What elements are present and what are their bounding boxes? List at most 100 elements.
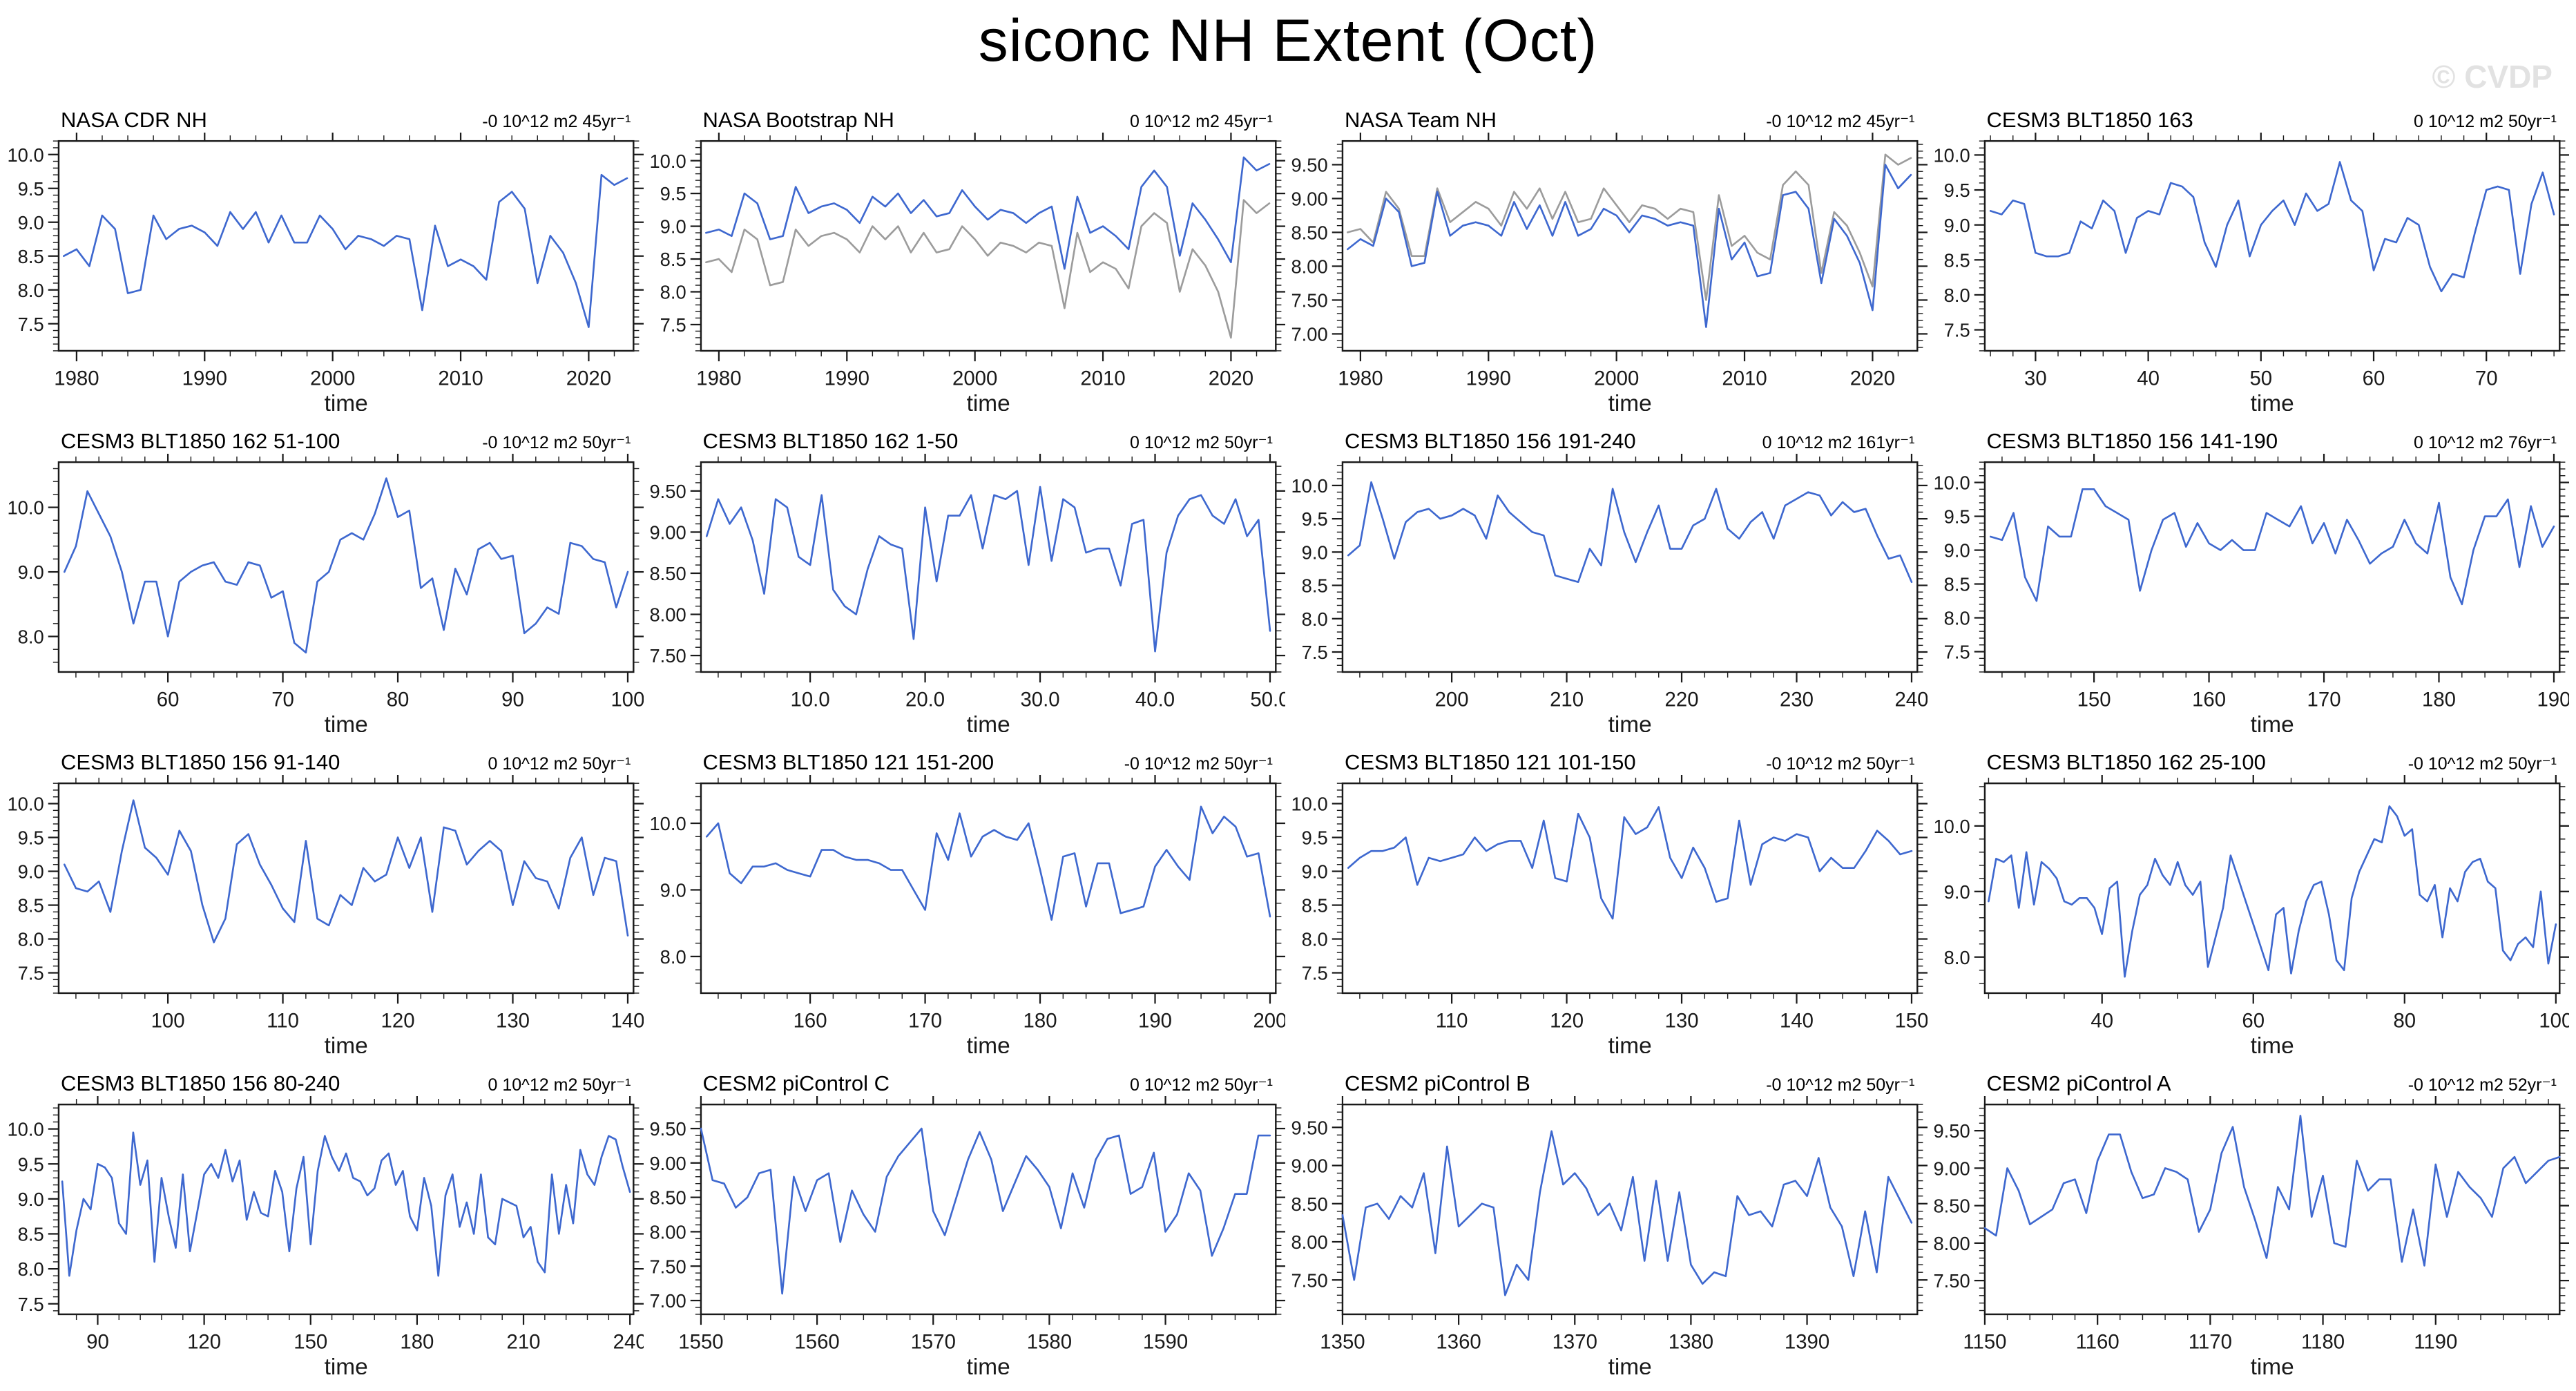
svg-text:8.5: 8.5 (660, 249, 686, 270)
svg-text:8.50: 8.50 (649, 1187, 686, 1209)
svg-text:9.50: 9.50 (1933, 1120, 1970, 1142)
svg-text:100: 100 (2539, 1010, 2569, 1033)
svg-text:2010: 2010 (438, 367, 483, 390)
svg-text:20.0: 20.0 (905, 689, 944, 711)
svg-text:7.5: 7.5 (1943, 320, 1970, 341)
svg-text:time: time (1608, 712, 1652, 732)
svg-text:9.5: 9.5 (18, 1153, 44, 1175)
svg-text:170: 170 (2307, 689, 2340, 711)
panel-trend-label: 0 10^12 m2 161yr⁻¹ (1762, 433, 1915, 452)
panel-trend-label: 0 10^12 m2 50yr⁻¹ (488, 754, 631, 774)
svg-text:time: time (966, 1033, 1010, 1053)
svg-text:8.0: 8.0 (1302, 929, 1328, 950)
svg-text:time: time (1608, 1354, 1652, 1374)
svg-text:180: 180 (1023, 1010, 1057, 1033)
svg-text:190: 190 (1138, 1010, 1172, 1033)
svg-text:230: 230 (1780, 689, 1814, 711)
panel-header: CESM2 piControl B -0 10^12 m2 50yr⁻¹ (1291, 1067, 1928, 1096)
svg-text:9.0: 9.0 (18, 212, 44, 233)
svg-text:50.0: 50.0 (1250, 689, 1285, 711)
svg-text:9.00: 9.00 (1933, 1158, 1970, 1179)
panel-plot: 60 70 80 90 100 8.0 9.0 10.0 time (7, 454, 644, 732)
svg-text:140: 140 (1780, 1010, 1814, 1033)
panel-header: CESM3 BLT1850 162 51-100 -0 10^12 m2 50y… (7, 425, 644, 454)
panel-trend-label: -0 10^12 m2 50yr⁻¹ (1766, 1075, 1915, 1095)
svg-text:9.5: 9.5 (1302, 508, 1328, 530)
svg-text:8.50: 8.50 (1933, 1196, 1970, 1217)
panel-plot: 150 160 170 180 190 7.5 8.0 8.5 9.0 9.5 10.0 time (1933, 454, 2569, 732)
svg-text:1990: 1990 (182, 367, 227, 390)
panel-trend-label: 0 10^12 m2 76yr⁻¹ (2414, 433, 2557, 452)
panel-title: CESM3 BLT1850 121 101-150 (1345, 750, 1636, 774)
svg-text:120: 120 (381, 1010, 415, 1033)
chart-panel-11: CESM3 BLT1850 121 101-150 -0 10^12 m2 50… (1288, 745, 1930, 1066)
svg-text:7.00: 7.00 (649, 1290, 686, 1312)
svg-text:7.50: 7.50 (1291, 1269, 1327, 1291)
svg-text:2020: 2020 (1850, 367, 1895, 390)
panel-header: CESM3 BLT1850 156 191-240 0 10^12 m2 161… (1291, 425, 1928, 454)
svg-text:7.00: 7.00 (1291, 324, 1327, 345)
page-header: siconc NH Extent (Oct) © CVDP (0, 0, 2576, 102)
svg-text:9.5: 9.5 (1943, 180, 1970, 201)
svg-text:210: 210 (1550, 689, 1584, 711)
svg-text:160: 160 (793, 1010, 827, 1033)
svg-text:time: time (325, 1033, 368, 1053)
panel-title: NASA Bootstrap NH (702, 108, 894, 132)
svg-text:9.0: 9.0 (18, 861, 44, 883)
svg-text:8.0: 8.0 (660, 946, 686, 968)
panel-title: CESM3 BLT1850 163 (1986, 108, 2193, 132)
svg-text:40: 40 (2090, 1010, 2113, 1033)
panel-title: CESM3 BLT1850 162 25-100 (1986, 750, 2266, 774)
svg-text:150: 150 (1894, 1010, 1927, 1033)
svg-text:1550: 1550 (678, 1331, 723, 1354)
svg-text:8.0: 8.0 (1943, 608, 1970, 629)
panel-header: CESM3 BLT1850 163 0 10^12 m2 50yr⁻¹ (1933, 104, 2570, 133)
panel-plot: 110 120 130 140 150 7.5 8.0 8.5 9.0 9.5 10.0 time (1291, 775, 1928, 1053)
panel-header: CESM2 piControl C 0 10^12 m2 50yr⁻¹ (649, 1067, 1286, 1096)
panel-trend-label: -0 10^12 m2 50yr⁻¹ (482, 433, 631, 452)
svg-text:8.5: 8.5 (1302, 575, 1328, 597)
panel-header: CESM3 BLT1850 156 141-190 0 10^12 m2 76y… (1933, 425, 2570, 454)
svg-text:7.5: 7.5 (660, 314, 686, 336)
panel-trend-label: 0 10^12 m2 50yr⁻¹ (2414, 112, 2557, 131)
svg-text:50: 50 (2249, 367, 2272, 390)
svg-text:30: 30 (2024, 367, 2047, 390)
chart-panel-15: CESM2 piControl B -0 10^12 m2 50yr⁻¹ 135… (1288, 1066, 1930, 1387)
svg-text:7.5: 7.5 (1302, 963, 1328, 984)
svg-text:70: 70 (271, 689, 294, 711)
svg-text:40.0: 40.0 (1135, 689, 1174, 711)
chart-panel-6: CESM3 BLT1850 162 1-50 0 10^12 m2 50yr⁻¹… (646, 423, 1289, 745)
svg-text:90: 90 (501, 689, 524, 711)
svg-text:2000: 2000 (310, 367, 355, 390)
svg-text:1570: 1570 (910, 1331, 955, 1354)
svg-text:100: 100 (611, 689, 643, 711)
svg-text:210: 210 (507, 1331, 541, 1354)
svg-text:time: time (325, 391, 368, 411)
svg-text:7.50: 7.50 (1933, 1270, 1970, 1292)
svg-text:time: time (966, 712, 1010, 732)
panel-header: CESM3 BLT1850 156 80-240 0 10^12 m2 50yr… (7, 1067, 644, 1096)
panel-trend-label: -0 10^12 m2 50yr⁻¹ (1766, 754, 1915, 774)
chart-panel-8: CESM3 BLT1850 156 141-190 0 10^12 m2 76y… (1930, 423, 2573, 745)
svg-text:9.0: 9.0 (1943, 881, 1970, 903)
panel-title: CESM2 piControl B (1345, 1071, 1530, 1095)
svg-text:1980: 1980 (54, 367, 99, 390)
svg-text:time: time (1608, 1033, 1652, 1053)
panel-plot: 1350 1360 1370 1380 1390 7.50 8.00 8.50 9.00 9.50… (1291, 1096, 1928, 1374)
svg-text:170: 170 (908, 1010, 942, 1033)
svg-text:9.00: 9.00 (649, 522, 686, 544)
svg-text:2020: 2020 (566, 367, 611, 390)
svg-text:240: 240 (613, 1331, 644, 1354)
svg-text:1180: 1180 (2301, 1331, 2345, 1354)
svg-text:160: 160 (2192, 689, 2226, 711)
svg-text:9.0: 9.0 (18, 562, 44, 583)
cvdp-watermark: © CVDP (2432, 59, 2553, 95)
svg-text:110: 110 (1436, 1010, 1468, 1033)
svg-text:10.0: 10.0 (1933, 816, 1970, 837)
svg-text:8.50: 8.50 (1291, 1193, 1327, 1215)
svg-text:9.5: 9.5 (1943, 506, 1970, 528)
svg-text:8.5: 8.5 (1943, 249, 1970, 271)
svg-text:200: 200 (1253, 1010, 1285, 1033)
svg-text:10.0: 10.0 (1933, 145, 1970, 166)
panel-trend-label: -0 10^12 m2 50yr⁻¹ (2407, 754, 2557, 774)
